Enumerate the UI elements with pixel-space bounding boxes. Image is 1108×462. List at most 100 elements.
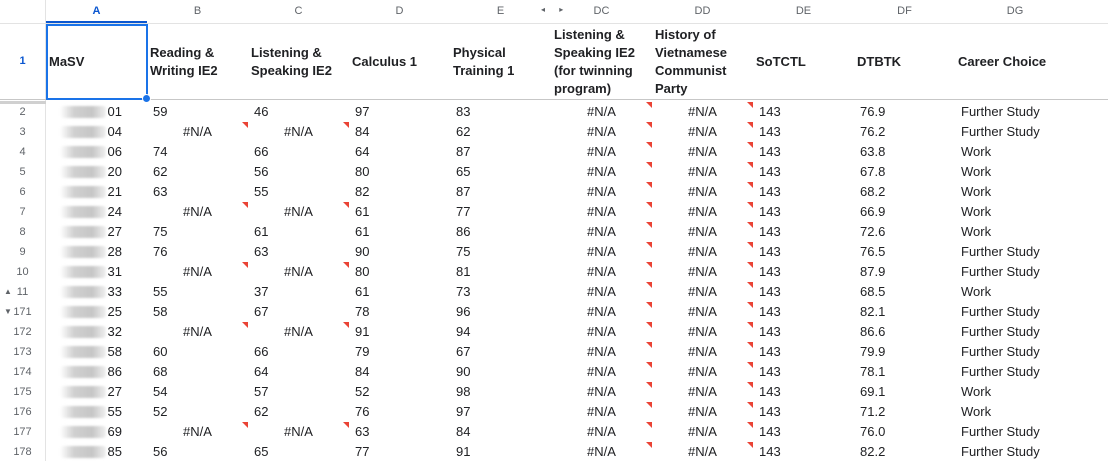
table-cell[interactable]: 143	[759, 284, 781, 299]
table-cell[interactable]: #N/A	[587, 444, 616, 459]
table-cell[interactable]: 55	[153, 284, 168, 299]
table-cell[interactable]: 68.2	[860, 184, 886, 199]
table-cell[interactable]: 67	[456, 344, 471, 359]
table-cell[interactable]: #N/A	[284, 424, 313, 439]
table-cell[interactable]: #N/A	[587, 124, 616, 139]
table-cell[interactable]: Work	[961, 404, 992, 419]
table-cell[interactable]: 57	[254, 384, 269, 399]
table-cell[interactable]: #N/A	[587, 184, 616, 199]
table-cell[interactable]: 82.2	[860, 444, 886, 459]
row-header[interactable]: 9	[0, 242, 45, 262]
column-header-c[interactable]: C	[294, 5, 303, 17]
table-cell[interactable]: 143	[759, 324, 781, 339]
header-cell-a[interactable]: MaSV	[49, 24, 144, 99]
table-cell[interactable]: 61	[355, 224, 370, 239]
table-cell[interactable]: #N/A	[587, 104, 616, 119]
table-cell[interactable]: #N/A	[183, 264, 212, 279]
table-cell[interactable]: Further Study	[961, 344, 1040, 359]
table-cell[interactable]: Work	[961, 204, 992, 219]
header-cell-e[interactable]: Physical Training 1	[453, 24, 548, 99]
table-cell[interactable]: 143	[759, 344, 781, 359]
header-cell-de[interactable]: SoTCTL	[756, 24, 851, 99]
table-cell[interactable]: 143	[759, 444, 781, 459]
table-cell[interactable]: 01	[107, 104, 122, 119]
table-cell[interactable]: 55	[254, 184, 269, 199]
table-cell[interactable]: 59	[153, 104, 168, 119]
table-cell[interactable]: 31	[107, 264, 122, 279]
table-cell[interactable]: 143	[759, 204, 781, 219]
hidden-columns-toggle[interactable]: ◂ ▸	[541, 5, 570, 14]
table-cell[interactable]: 143	[759, 304, 781, 319]
table-cell[interactable]: 87	[456, 144, 471, 159]
table-cell[interactable]: #N/A	[587, 384, 616, 399]
row-header-1[interactable]: 1	[19, 55, 26, 67]
table-cell[interactable]: #N/A	[587, 424, 616, 439]
column-header-dd[interactable]: DD	[694, 5, 711, 17]
table-cell[interactable]: 98	[456, 384, 471, 399]
column-header-b[interactable]: B	[193, 5, 202, 17]
table-cell[interactable]: 71.2	[860, 404, 886, 419]
table-cell[interactable]: 76	[153, 244, 168, 259]
table-cell[interactable]: 143	[759, 144, 781, 159]
table-cell[interactable]: 143	[759, 104, 781, 119]
table-cell[interactable]: #N/A	[183, 204, 212, 219]
table-cell[interactable]: 33	[107, 284, 122, 299]
table-cell[interactable]: 60	[153, 344, 168, 359]
table-cell[interactable]: 32	[107, 324, 122, 339]
table-cell[interactable]: 55	[107, 404, 122, 419]
table-cell[interactable]: Further Study	[961, 364, 1040, 379]
table-cell[interactable]: 77	[355, 444, 370, 459]
collapse-down-icon[interactable]: ▼	[4, 307, 12, 316]
table-cell[interactable]: #N/A	[688, 384, 717, 399]
table-cell[interactable]: #N/A	[284, 264, 313, 279]
row-header[interactable]: 7	[0, 202, 45, 222]
table-cell[interactable]: 84	[355, 124, 370, 139]
table-cell[interactable]: 63.8	[860, 144, 886, 159]
table-cell[interactable]: 67.8	[860, 164, 886, 179]
table-cell[interactable]: #N/A	[688, 144, 717, 159]
table-cell[interactable]: #N/A	[587, 364, 616, 379]
table-cell[interactable]: 143	[759, 244, 781, 259]
header-cell-dd[interactable]: History of Vietnamese Communist Party	[655, 24, 750, 99]
header-cell-c[interactable]: Listening & Speaking IE2	[251, 24, 346, 99]
table-cell[interactable]: #N/A	[587, 144, 616, 159]
table-cell[interactable]: 04	[107, 124, 122, 139]
table-cell[interactable]: Further Study	[961, 444, 1040, 459]
table-cell[interactable]: Work	[961, 164, 992, 179]
table-cell[interactable]: 67	[254, 304, 269, 319]
table-cell[interactable]: 94	[456, 324, 471, 339]
table-cell[interactable]: #N/A	[688, 344, 717, 359]
table-cell[interactable]: 143	[759, 164, 781, 179]
table-cell[interactable]: 62	[456, 124, 471, 139]
column-header-dg[interactable]: DG	[1006, 5, 1024, 17]
table-cell[interactable]: 25	[107, 304, 122, 319]
table-cell[interactable]: 46	[254, 104, 269, 119]
table-cell[interactable]: 143	[759, 224, 781, 239]
table-cell[interactable]: 74	[153, 144, 168, 159]
table-cell[interactable]: #N/A	[688, 164, 717, 179]
table-cell[interactable]: #N/A	[183, 324, 212, 339]
table-cell[interactable]: 85	[107, 444, 122, 459]
table-cell[interactable]: 96	[456, 304, 471, 319]
table-cell[interactable]: #N/A	[688, 304, 717, 319]
table-cell[interactable]: #N/A	[183, 424, 212, 439]
table-cell[interactable]: 27	[107, 224, 122, 239]
table-cell[interactable]: 20	[107, 164, 122, 179]
table-cell[interactable]: 27	[107, 384, 122, 399]
table-cell[interactable]: #N/A	[587, 324, 616, 339]
table-cell[interactable]: 143	[759, 124, 781, 139]
table-cell[interactable]: 76	[355, 404, 370, 419]
table-cell[interactable]: 52	[355, 384, 370, 399]
table-cell[interactable]: #N/A	[587, 264, 616, 279]
table-cell[interactable]: 91	[355, 324, 370, 339]
table-cell[interactable]: #N/A	[688, 104, 717, 119]
table-cell[interactable]: 58	[107, 344, 122, 359]
table-cell[interactable]: 76.9	[860, 104, 886, 119]
table-cell[interactable]: 58	[153, 304, 168, 319]
table-cell[interactable]: Work	[961, 224, 992, 239]
table-cell[interactable]: 86.6	[860, 324, 886, 339]
table-cell[interactable]: #N/A	[688, 224, 717, 239]
table-cell[interactable]: 90	[355, 244, 370, 259]
table-cell[interactable]: Further Study	[961, 104, 1040, 119]
column-header-dc[interactable]: DC	[593, 5, 610, 17]
